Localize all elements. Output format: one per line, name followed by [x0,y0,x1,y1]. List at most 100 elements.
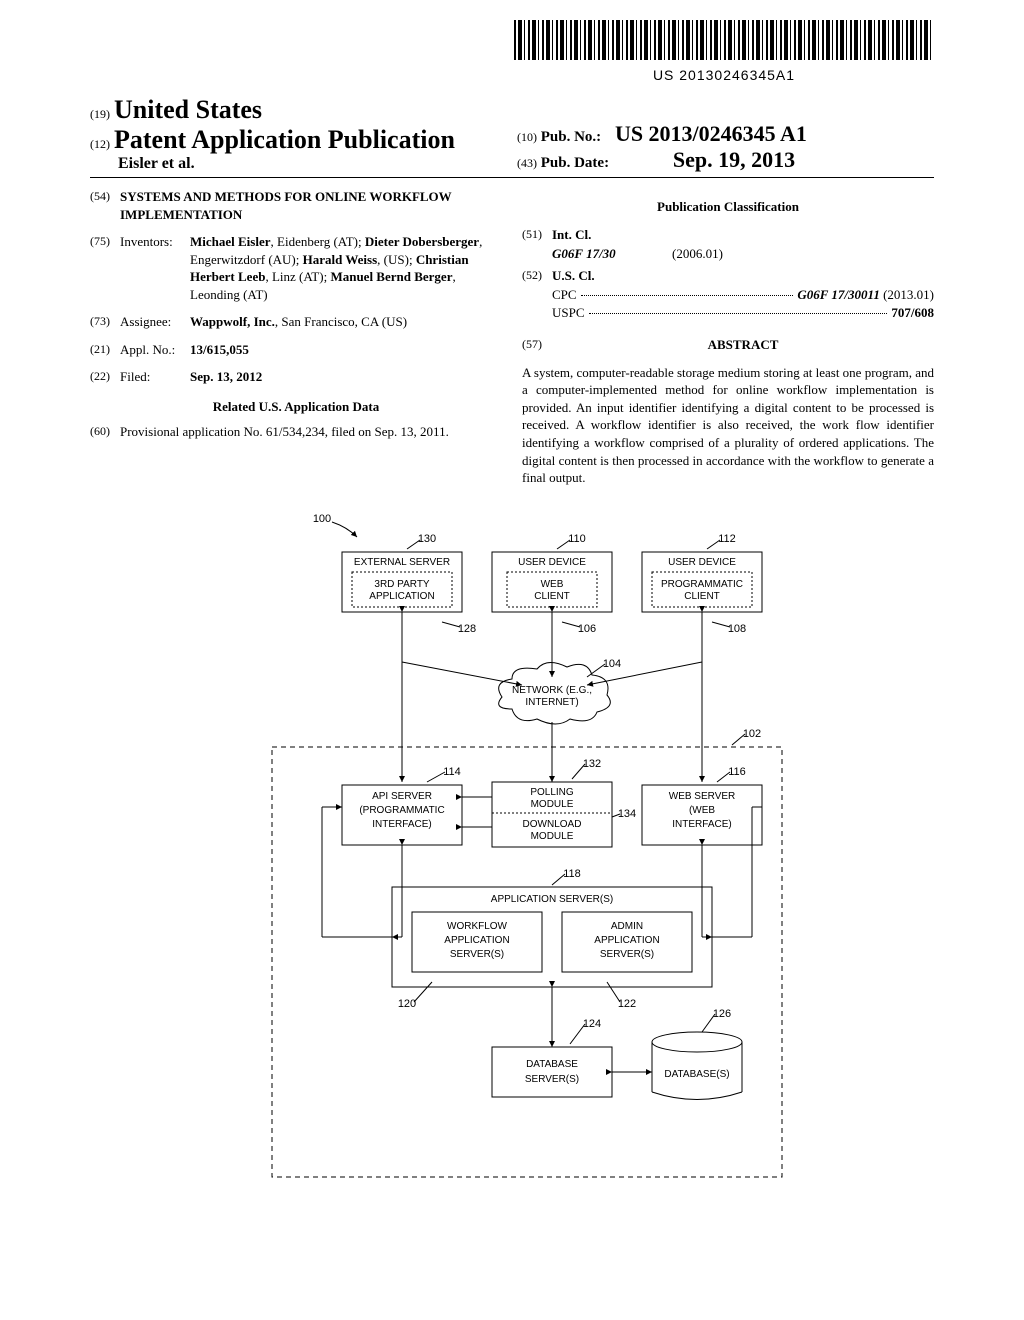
uspc-value: 707/608 [891,304,934,322]
ref-128: 128 [458,623,476,635]
col-right: Publication Classification (51) Int. Cl.… [522,188,934,487]
barcode-area: US 20130246345A1 [90,20,934,85]
authors-line: Eisler et al. [118,155,195,172]
network-label: NETWORK (E.G., [512,685,592,696]
barcode [514,20,934,60]
ref-126: 126 [713,1008,731,1020]
provisional-text: Provisional application No. 61/534,234, … [120,423,502,441]
assignee-value: Wappwolf, Inc., San Francisco, CA (US) [190,313,502,331]
download-label: DOWNLOAD [523,819,582,830]
polling-label: POLLING [530,787,574,798]
ref-134: 134 [618,808,636,820]
ref-100: 100 [313,513,331,525]
intcl-code: G06F 17/30 [552,245,672,263]
svg-text:MODULE: MODULE [531,799,574,810]
svg-text:MODULE: MODULE [531,831,574,842]
admin-label: ADMIN [611,921,643,932]
pub-type-num: (12) [90,137,110,151]
pub-date-label: Pub. Date: [541,155,609,171]
svg-text:INTERFACE): INTERFACE) [672,819,731,830]
abstract-num: (57) [522,336,552,352]
ref-114: 114 [443,766,461,778]
header-left: (19) United States (12) Patent Applicati… [90,95,507,173]
ref-102: 102 [743,728,761,740]
header-row: (19) United States (12) Patent Applicati… [90,95,934,178]
db-servers-label: DATABASE [526,1059,578,1070]
ref-120: 120 [398,998,416,1010]
provisional-num: (60) [90,423,120,439]
svg-text:CLIENT: CLIENT [684,591,720,602]
ref-132: 132 [583,758,601,770]
pub-date-value: Sep. 19, 2013 [673,147,795,172]
abstract-text: A system, computer-readable storage medi… [522,364,934,487]
prog-client-label: PROGRAMMATIC [661,579,743,590]
country: United States [114,95,262,124]
user-device-2: USER DEVICE [668,557,736,568]
inventors-num: (75) [90,233,120,249]
country-num: (19) [90,107,110,121]
workflow-label: WORKFLOW [447,921,508,932]
pub-type: Patent Application Publication [114,125,455,154]
title-num: (54) [90,188,120,204]
external-server-label: EXTERNAL SERVER [354,557,450,568]
dotted-line-2 [589,313,888,314]
svg-text:(PROGRAMMATIC: (PROGRAMMATIC [359,805,444,816]
ref-116: 116 [728,766,746,778]
ref-124: 124 [583,1018,601,1030]
appl-num: (21) [90,341,120,357]
pub-date-num: (43) [517,156,537,170]
pub-no-label: Pub. No.: [541,129,601,145]
uscl-label: U.S. Cl. [552,267,595,285]
svg-text:APPLICATION: APPLICATION [369,591,434,602]
patent-page: US 20130246345A1 (19) United States (12)… [0,0,1024,1212]
col-left: (54) SYSTEMS AND METHODS FOR ONLINE WORK… [90,188,502,487]
ref-122: 122 [618,998,636,1010]
pub-no-value: US 2013/0246345 A1 [615,121,807,146]
ref-104: 104 [603,658,621,670]
related-title: Related U.S. Application Data [90,398,502,416]
body-columns: (54) SYSTEMS AND METHODS FOR ONLINE WORK… [90,188,934,487]
inventors-label: Inventors: [120,233,190,251]
uspc-label: USPC [552,304,585,322]
svg-text:(WEB: (WEB [689,805,715,816]
dotted-line [581,295,794,296]
header-right: (10) Pub. No.: US 2013/0246345 A1 (43) P… [507,121,934,173]
diagram-area: 100 130 EXTERNAL SERVER 3RD PARTY APPLIC… [90,507,934,1192]
svg-text:APPLICATION: APPLICATION [594,935,659,946]
svg-text:INTERFACE): INTERFACE) [372,819,431,830]
filed-num: (22) [90,368,120,384]
barcode-text: US 20130246345A1 [514,67,934,83]
ref-108: 108 [728,623,746,635]
invention-title: SYSTEMS AND METHODS FOR ONLINE WORKFLOW … [120,188,502,223]
class-title: Publication Classification [522,198,934,216]
filed-value: Sep. 13, 2012 [190,368,502,386]
pub-no-num: (10) [517,130,537,144]
ref-118: 118 [563,868,581,880]
svg-text:APPLICATION: APPLICATION [444,935,509,946]
svg-text:SERVER(S): SERVER(S) [600,949,654,960]
third-party-label: 3RD PARTY [374,579,430,590]
databases-label: DATABASE(S) [664,1069,729,1080]
appl-value: 13/615,055 [190,341,502,359]
user-device-1: USER DEVICE [518,557,586,568]
ref-110: 110 [568,533,586,545]
svg-text:INTERNET): INTERNET) [525,697,578,708]
api-server-label: API SERVER [372,791,432,802]
assignee-num: (73) [90,313,120,329]
assignee-label: Assignee: [120,313,190,331]
system-diagram: 100 130 EXTERNAL SERVER 3RD PARTY APPLIC… [192,507,832,1187]
filed-label: Filed: [120,368,190,386]
uscl-num: (52) [522,267,552,283]
web-client-label: WEB [541,579,564,590]
web-server-label: WEB SERVER [669,791,736,802]
svg-text:SERVER(S): SERVER(S) [450,949,504,960]
ref-130: 130 [418,533,436,545]
ref-112: 112 [718,533,736,545]
cpc-value: G06F 17/30011 (2013.01) [797,286,934,304]
inventors-value: Michael Eisler, Eidenberg (AT); Dieter D… [190,233,502,303]
app-servers-label: APPLICATION SERVER(S) [491,894,613,905]
intcl-date: (2006.01) [672,245,723,263]
ref-106: 106 [578,623,596,635]
abstract-label: ABSTRACT [552,336,934,354]
svg-text:SERVER(S): SERVER(S) [525,1074,579,1085]
